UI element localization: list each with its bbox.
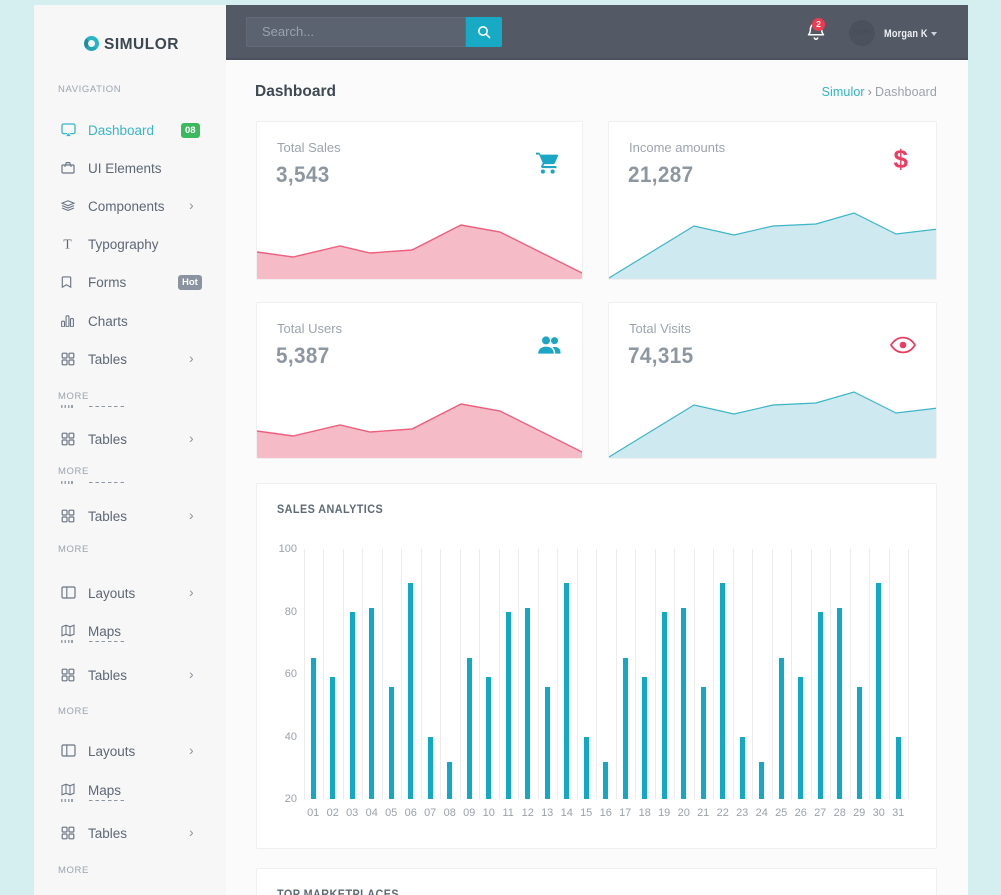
svg-text:T: T (63, 237, 72, 250)
